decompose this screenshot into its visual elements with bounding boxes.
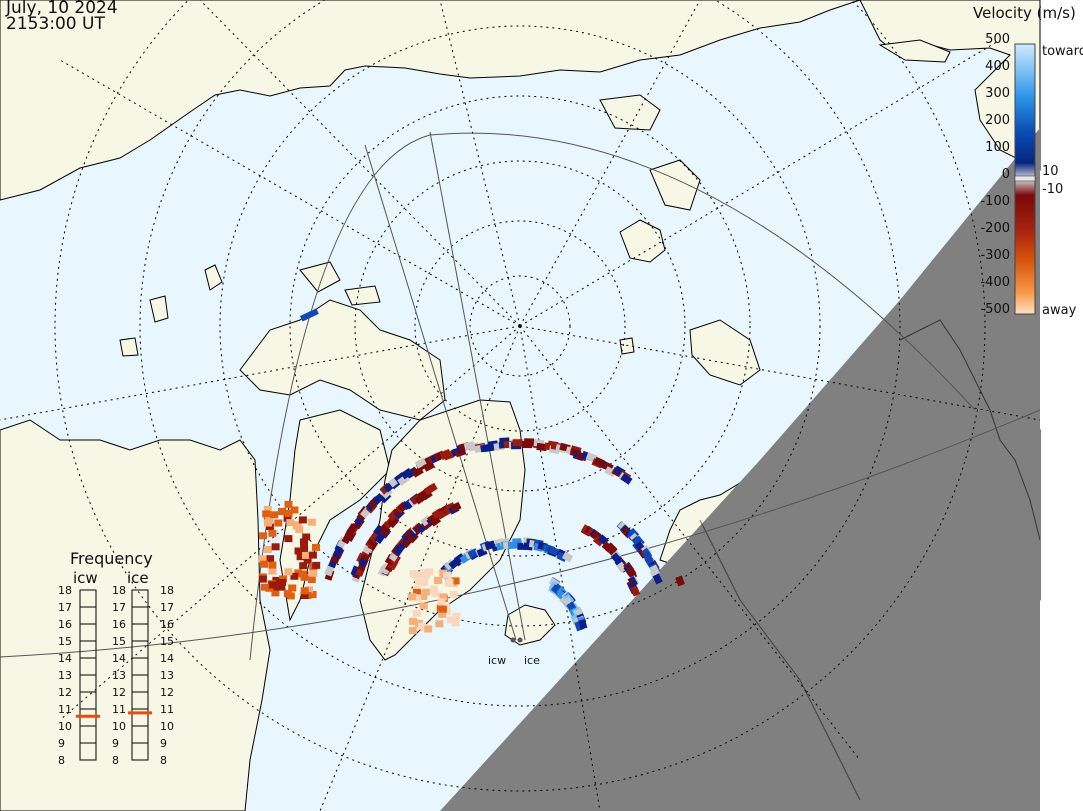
colorbar-tick: -300 (980, 248, 1010, 263)
frequency-tick-label: 10 (112, 720, 126, 733)
icw-frequency-marker (76, 714, 100, 718)
colorbar-tick: 0 (1001, 167, 1010, 182)
frequency-scale-ice (128, 589, 152, 761)
colorbar-tick: -100 (980, 194, 1010, 209)
frequency-tick-label: 14 (112, 652, 126, 665)
frequency-tick-label: 17 (58, 601, 72, 614)
frequency-tick-label: 16 (160, 618, 174, 631)
inner-pos-label: 10 (1042, 164, 1059, 179)
frequency-tick-label: 11 (160, 703, 174, 716)
frequency-tick-label: 16 (58, 618, 72, 631)
colorbar-tick: 300 (985, 86, 1010, 101)
date-label: July, 10 2024 (6, 0, 118, 18)
frequency-tick-label: 8 (112, 754, 119, 767)
radar-site-icw-marker (510, 637, 516, 643)
frequency-tick-label: 12 (58, 686, 72, 699)
frequency-tick-label: 9 (160, 737, 167, 750)
frequency-tick-label: 18 (160, 584, 174, 597)
away-label: away (1042, 303, 1077, 318)
frequency-tick-label: 14 (160, 652, 174, 665)
frequency-tick-label: 8 (160, 754, 167, 767)
colorbar-tick: -400 (980, 275, 1010, 290)
frequency-tick-label: 9 (58, 737, 65, 750)
colorbar-tick: 400 (985, 59, 1010, 74)
colorbar-tick: -200 (980, 221, 1010, 236)
frequency-scale-icw (76, 589, 100, 761)
radar-site-ice-marker (517, 637, 523, 643)
frequency-column-ice: ice (127, 569, 149, 587)
colorbar-tick: 100 (985, 140, 1010, 155)
frequency-tick-label: 11 (58, 703, 72, 716)
frequency-tick-label: 13 (112, 669, 126, 682)
frequency-column-icw: icw (73, 569, 98, 587)
frequency-tick-label: 13 (160, 669, 174, 682)
night-shade (440, 128, 1040, 811)
toward-label: toward (1042, 44, 1083, 59)
frequency-tick-label: 12 (160, 686, 174, 699)
frequency-tick-label: 15 (58, 635, 72, 648)
site-label-ice: ice (524, 654, 540, 667)
colorbar-tick: -500 (980, 302, 1010, 317)
time-label: 2153:00 UT (6, 14, 105, 34)
radar-fov (0, 131, 1041, 661)
colorbar-tick: 500 (985, 32, 1010, 47)
frequency-tick-label: 18 (112, 584, 126, 597)
frequency-tick-label: 15 (160, 635, 174, 648)
frequency-tick-label: 11 (112, 703, 126, 716)
frequency-tick-label: 16 (112, 618, 126, 631)
colorbar-tick: 200 (985, 113, 1010, 128)
frequency-tick-label: 8 (58, 754, 65, 767)
ice-frequency-marker (128, 711, 152, 715)
frequency-tick-label: 17 (112, 601, 126, 614)
frequency-tick-label: 13 (58, 669, 72, 682)
graticule (0, 0, 1041, 811)
frequency-tick-label: 15 (112, 635, 126, 648)
radar-velocity-cells (258, 308, 685, 635)
frequency-tick-label: 17 (160, 601, 174, 614)
frequency-tick-label: 14 (58, 652, 72, 665)
frequency-tick-label: 9 (112, 737, 119, 750)
inner-neg-label: -10 (1042, 182, 1064, 197)
frequency-title: Frequency (70, 549, 153, 568)
frequency-tick-label: 10 (160, 720, 174, 733)
frequency-tick-label: 12 (112, 686, 126, 699)
colorbar-title: Velocity (m/s) (973, 4, 1076, 22)
frequency-tick-label: 10 (58, 720, 72, 733)
frequency-tick-label: 18 (58, 584, 72, 597)
site-label-icw: icw (488, 654, 507, 667)
